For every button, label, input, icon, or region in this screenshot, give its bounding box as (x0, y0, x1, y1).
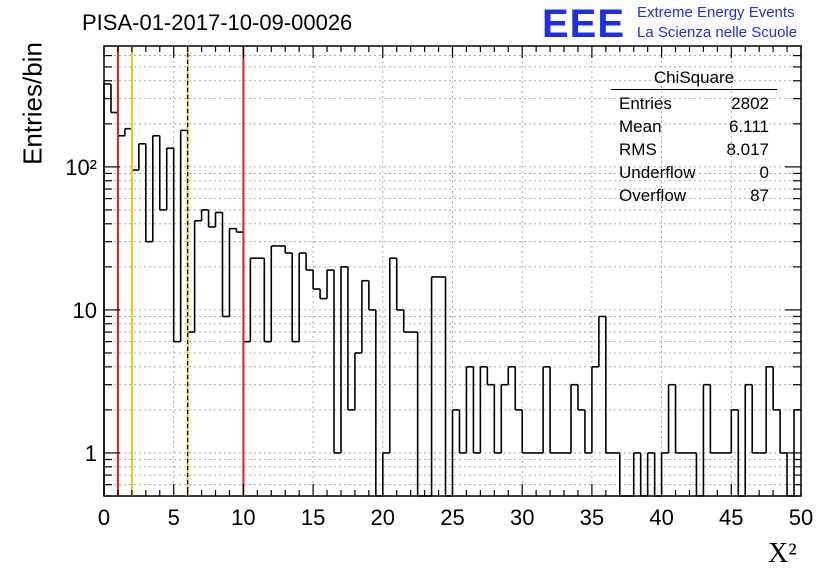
stats-value: 6.111 (728, 117, 769, 136)
x-tick-label: 20 (371, 505, 395, 530)
y-axis-label: Entries/bin (17, 42, 48, 165)
x-tick-label: 45 (719, 505, 743, 530)
stats-label: Entries (619, 94, 672, 113)
stats-value: 2802 (731, 94, 769, 113)
stats-label: Underflow (619, 163, 696, 182)
x-axis-label: X² (768, 538, 797, 569)
stats-value: 0 (759, 163, 769, 182)
stats-row: Mean 6.111 (611, 115, 777, 138)
stats-row: Entries 2802 (611, 92, 777, 115)
eee-logo: EEE (542, 2, 626, 46)
x-tick-label: 50 (789, 505, 813, 530)
stats-row: Underflow 0 (611, 161, 777, 184)
stats-value: 87 (750, 186, 769, 205)
x-tick-label: 25 (440, 505, 464, 530)
histogram-bars (103, 83, 801, 497)
x-tick-label: 15 (301, 505, 325, 530)
stats-value: 8.017 (726, 140, 769, 159)
x-tick-label: 0 (98, 505, 110, 530)
stats-label: Mean (619, 117, 662, 136)
x-tick-label: 10 (231, 505, 255, 530)
stats-box: ChiSquare Entries 2802 Mean 6.111 RMS 8.017… (611, 68, 777, 207)
x-tick-label: 35 (580, 505, 604, 530)
stats-label: Overflow (619, 186, 687, 205)
x-tick-label: 40 (649, 505, 673, 530)
x-axis-ticks: 0 5 10 15 20 25 30 35 40 45 50 (98, 46, 813, 530)
y-tick-label: 10 (73, 298, 97, 323)
eee-logo-line-2: La Scienza nelle Scuole (637, 24, 798, 41)
y-tick-label: 10² (65, 155, 97, 180)
stats-title: ChiSquare (611, 68, 777, 90)
threshold-lines (116, 46, 245, 496)
stats-row: RMS 8.017 (611, 138, 777, 161)
x-tick-label: 30 (510, 505, 534, 530)
x-tick-label: 5 (168, 505, 180, 530)
histogram-title: PISA-01-2017-10-09-00026 (82, 10, 353, 35)
y-axis-ticks: 1 10 10² (65, 45, 801, 497)
y-tick-label: 1 (85, 441, 97, 466)
stats-row: Overflow 87 (611, 184, 777, 207)
stats-label: RMS (619, 140, 657, 159)
eee-logo-line-1: Extreme Energy Events (637, 4, 795, 21)
